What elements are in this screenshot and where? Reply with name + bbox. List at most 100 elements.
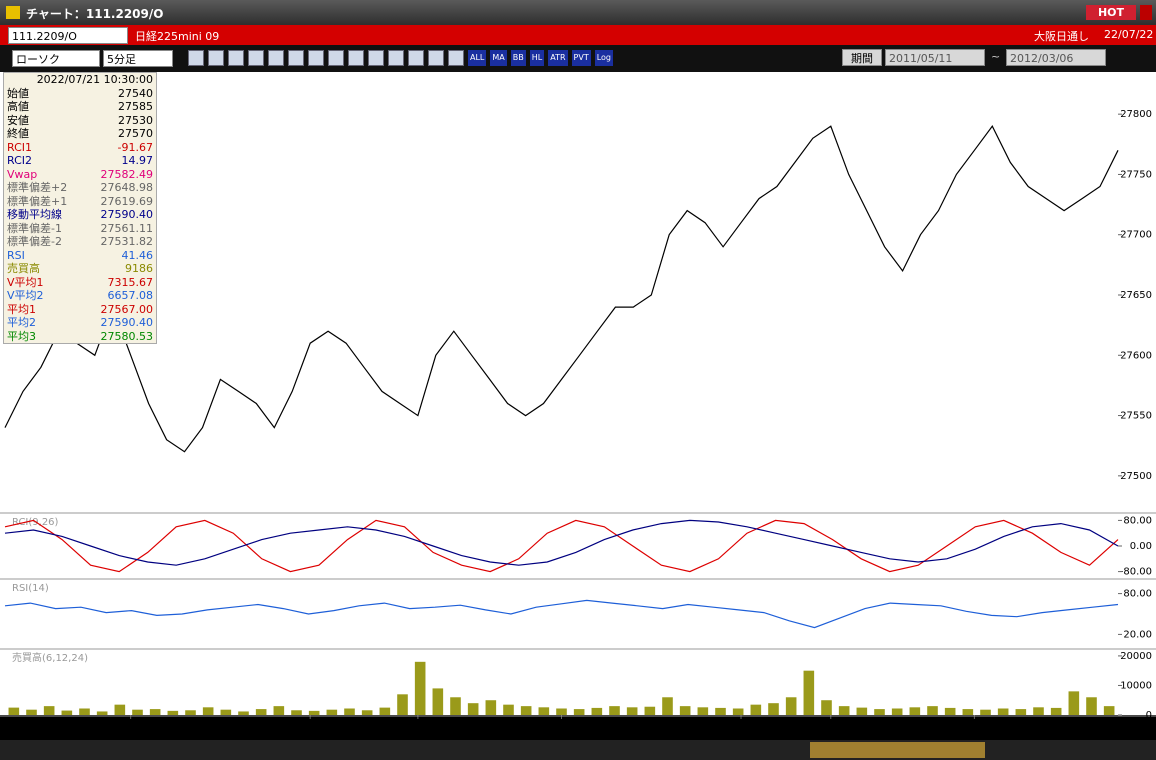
- info-value: 27648.98: [100, 181, 154, 194]
- scroll-thumb[interactable]: [810, 742, 985, 758]
- tool-text-icon[interactable]: MA: [490, 50, 507, 66]
- info-label: V平均1: [7, 275, 44, 289]
- volume-bar: [344, 708, 355, 715]
- y-tick-label: 27500: [1120, 471, 1152, 482]
- x-tick-label: 16:30: [815, 723, 847, 734]
- volume-bar: [803, 670, 815, 715]
- info-label: Vwap: [7, 167, 38, 181]
- tool-icon[interactable]: [348, 50, 364, 66]
- volume-bar: [149, 709, 161, 715]
- y-tick-label: 27550: [1120, 411, 1152, 422]
- info-row: 標準偏差-2 27531.82: [7, 235, 153, 249]
- info-label: 標準偏差+2: [7, 181, 68, 194]
- info-row: 始値 27540: [7, 87, 153, 101]
- tool-text-icon[interactable]: BB: [510, 50, 526, 66]
- window-title: チャート：111.2209/O: [26, 7, 164, 21]
- info-label: 安値: [7, 113, 29, 127]
- tool-text-icon[interactable]: Log: [594, 50, 614, 66]
- info-value: -91.67: [117, 140, 153, 154]
- date-sep: ~: [991, 50, 1001, 63]
- info-value: 41.46: [121, 248, 154, 262]
- tool-icon[interactable]: [368, 50, 384, 66]
- to-date[interactable]: 2012/03/06: [1006, 49, 1106, 66]
- volume-bar: [927, 706, 938, 715]
- tool-icon[interactable]: [208, 50, 224, 66]
- tool-icon[interactable]: [228, 50, 244, 66]
- info-value: 14.97: [121, 154, 154, 167]
- tool-text-icon[interactable]: ATR: [548, 50, 568, 66]
- info-value: 27561.11: [100, 221, 154, 235]
- info-row: RCI1 -91.67: [7, 141, 153, 155]
- symbol-input[interactable]: 111.2209/O: [8, 27, 128, 44]
- volume-bar: [308, 710, 320, 715]
- volume-bar: [609, 706, 620, 715]
- info-row: 平均2 27590.40: [7, 316, 153, 330]
- info-row: RCI2 14.97: [7, 154, 153, 168]
- series-line: [4, 125, 1119, 453]
- volume-bar: [750, 704, 762, 715]
- title-bar: チャート：111.2209/O HOT: [0, 0, 1156, 25]
- info-label: 標準偏差-1: [7, 221, 62, 235]
- tool-icon[interactable]: [268, 50, 284, 66]
- volume-bar: [220, 709, 232, 715]
- volume-bar: [326, 709, 338, 715]
- volume-bar: [962, 709, 974, 715]
- volume-bar: [503, 704, 514, 715]
- info-value: 27570: [118, 127, 153, 140]
- info-label: 終値: [7, 127, 29, 140]
- info-label: 移動平均線: [7, 208, 62, 221]
- volume-bar: [856, 707, 868, 715]
- tool-icon[interactable]: [308, 50, 324, 66]
- from-date[interactable]: 2011/05/11: [885, 49, 985, 66]
- volume-bar: [838, 706, 850, 715]
- hot-button[interactable]: HOT: [1086, 5, 1136, 20]
- close-button[interactable]: [1140, 5, 1152, 20]
- tool-icon[interactable]: [328, 50, 344, 66]
- info-row: V平均1 7315.67: [7, 276, 153, 290]
- tool-icon[interactable]: [288, 50, 304, 66]
- info-value: 6657.08: [107, 289, 154, 302]
- y-tick-label: 20.00: [1123, 629, 1152, 640]
- info-row: Vwap 27582.49: [7, 168, 153, 182]
- info-value: 7315.67: [107, 275, 154, 289]
- volume-bar: [467, 703, 479, 715]
- tool-icon[interactable]: [388, 50, 404, 66]
- info-row: V平均2 6657.08: [7, 289, 153, 303]
- y-tick-label: 27800: [1120, 109, 1152, 120]
- tool-icon[interactable]: [448, 50, 464, 66]
- info-value: 27567.00: [100, 302, 154, 316]
- session: 大阪日通し: [1034, 30, 1089, 43]
- info-value: 27530: [118, 113, 153, 127]
- volume-bar: [980, 709, 991, 715]
- volume-bar: [255, 709, 267, 715]
- volume-bar: [679, 706, 691, 715]
- toolbar: ローソク 5分足 ALL MA BB HL ATR PVT Log 期間 2011/05/1…: [0, 45, 1156, 72]
- chart-type-select[interactable]: ローソク: [12, 50, 100, 67]
- info-label: V平均2: [7, 289, 44, 302]
- tool-text-icon[interactable]: HL: [529, 50, 545, 66]
- volume-bar: [43, 706, 55, 715]
- info-row: 高値 27585: [7, 100, 153, 114]
- info-value: 9186: [125, 262, 153, 275]
- tool-icon[interactable]: [248, 50, 264, 66]
- info-row: RSI 41.46: [7, 249, 153, 263]
- volume-bar: [79, 708, 90, 715]
- interval-select[interactable]: 5分足: [103, 50, 173, 67]
- info-value: 27590.40: [100, 208, 154, 221]
- tool-text-icon[interactable]: ALL: [468, 50, 487, 66]
- tool-text-icon[interactable]: PVT: [571, 50, 591, 66]
- volume-bar: [485, 700, 497, 715]
- tool-icon[interactable]: [428, 50, 444, 66]
- info-label: 標準偏差+1: [7, 194, 68, 208]
- info-value: 27540: [118, 86, 153, 100]
- volume-bar: [361, 710, 373, 715]
- info-label: 始値: [7, 86, 29, 100]
- tool-icon[interactable]: [188, 50, 204, 66]
- x-tick-label: 1: [127, 723, 133, 734]
- volume-bar: [414, 661, 426, 715]
- period-button[interactable]: 期間: [842, 49, 882, 66]
- info-label: 平均1: [7, 302, 36, 316]
- y-tick-label: 27750: [1120, 169, 1152, 180]
- tool-icon[interactable]: [408, 50, 424, 66]
